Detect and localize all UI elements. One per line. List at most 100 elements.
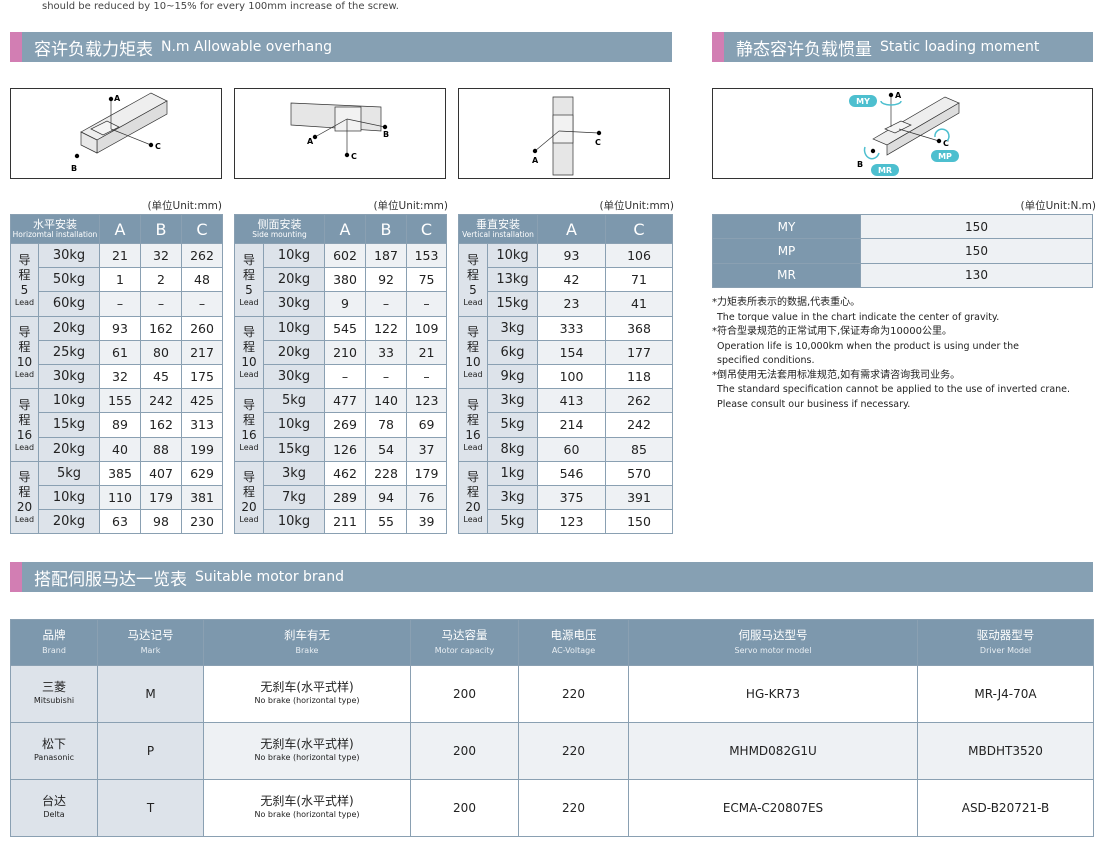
value-cell: 126 [324,436,367,462]
note-en: Please consult our business if necessary… [717,398,911,410]
lead-en: Lead [14,515,35,525]
value-cell: 629 [181,460,223,486]
column-header: 电源电压 AC-Voltage [518,619,629,666]
moment-value: 130 [860,262,1093,288]
lead-en: Lead [14,297,35,307]
value-cell: 162 [140,412,182,438]
lead-zh: 导 [18,252,31,267]
note-zh: *倒吊使用无法套用标准规范,如有需求请咨询我司业务。 [712,369,961,381]
value-cell: 546 [537,460,606,486]
value-cell: 570 [605,460,673,486]
voltage-cell: 220 [518,665,629,723]
load-cell: 30kg [38,242,100,269]
value-cell: 228 [365,460,408,486]
value-cell: – [181,291,223,317]
value-cell: – [140,291,182,317]
value-cell: 179 [140,484,182,511]
load-table: 垂直安装 Vertical installation A C 导程 5 Lead 10kg 93… [458,214,673,535]
load-cell: 15kg [262,436,326,462]
section-bar-motor: 搭配伺服马达一览表 Suitable motor brand [10,562,1093,592]
table-title-en: Side mounting [252,230,307,239]
column-header: A [324,214,367,244]
rotate-arrow-icon [863,146,880,160]
brake-en: No brake (horizontal type) [254,810,360,819]
value-cell: 39 [406,509,448,535]
note-en: The standard specification cannot be app… [717,384,1071,395]
value-cell: 85 [605,436,673,462]
label-mr: MR [878,166,892,175]
load-cell: 20kg [262,267,326,293]
column-header: 马达记号 Mark [97,619,204,666]
note-en: specified conditions. [717,355,815,366]
moment-row: MY 150 [712,213,1093,240]
value-cell: 217 [181,339,223,365]
top-note: should be reduced by 10~15% for every 10… [42,1,399,12]
lead-zh: 导 [18,470,31,485]
value-cell: 262 [605,388,673,414]
value-cell: 375 [537,484,606,511]
accent-strip [10,32,22,62]
value-cell: – [406,291,448,317]
value-cell: 122 [365,315,408,341]
value-cell: 333 [537,315,606,341]
brand-cell: 三菱 Mitsubishi [10,665,98,723]
value-cell: 109 [406,315,448,341]
load-cell: 13kg [487,267,538,293]
table-row: 7kg 289 94 76 [235,484,448,511]
table-title-en: Horizomtal installation [12,230,98,239]
lead-zh: 程 [242,485,255,500]
lead-group: 导程 16 Lead [458,388,488,462]
load-cell: 3kg [487,315,538,341]
motor-model-cell: MHMD082G1U [628,722,918,780]
section-title-en: N.m Allowable overhang [161,39,332,55]
capacity-cell: 200 [410,779,519,837]
load-cell: 10kg [262,412,326,438]
value-cell: 60 [537,436,606,462]
load-cell: 3kg [262,460,326,486]
lead-en: Lead [239,515,259,525]
unit-label: (单位Unit:mm) [373,200,448,212]
label-mp: MP [938,152,952,161]
rotate-arrow-icon [934,128,950,142]
column-header: B [140,214,182,244]
table-title: 垂直安装 Vertical installation [458,214,538,244]
table-row: 导程 16 Lead 5kg 477 140 123 [234,388,448,462]
value-cell: 23 [537,291,606,317]
lead-value: 5 [20,282,29,297]
lead-value: 16 [465,427,481,442]
unit-label: (单位Unit:N.m) [1020,200,1096,212]
value-cell: 199 [181,436,223,462]
table-row: 13kg 42 71 [459,267,673,293]
mark-cell: P [97,722,204,780]
lead-zh: 程 [18,340,31,355]
lead-zh: 程 [466,267,479,282]
value-cell: 94 [365,484,408,511]
moment-key: MR [712,262,861,288]
load-table: 侧面安装 Side mounting A B C 导程 5 Lead 10kg 602 187 153… [233,214,448,535]
load-cell: 3kg [487,484,538,511]
lead-value: 10 [16,355,33,370]
load-cell: 5kg [262,388,326,414]
lead-zh: 导 [18,397,31,412]
note-zh: *力矩表所表示的数据,代表重心。 [712,297,861,308]
lead-zh: 程 [242,412,255,427]
value-cell: 381 [181,484,223,511]
value-cell: 187 [365,242,408,269]
table-row: 5kg 123 150 [459,509,673,535]
motor-row: 三菱 Mitsubishi M 无刹车(水平式样) No brake (horizont… [10,665,1094,723]
lead-group: 导程 5 Lead [458,243,488,317]
value-cell: – [406,363,448,390]
column-header: 伺服马达型号 Servo motor model [628,619,918,666]
value-cell: 150 [605,509,673,535]
lead-group: 导程 20 Lead [458,460,488,535]
moment-value: 150 [860,213,1093,240]
value-cell: 391 [605,484,673,511]
table-row: 30kg – – – [235,363,448,390]
static-moment-table: MY 150 MP 150 MR 130 [712,213,1093,288]
load-cell: 20kg [38,509,100,535]
load-cell: 10kg [38,388,100,414]
value-cell: – [365,291,408,317]
value-cell: 48 [181,267,223,293]
column-header: 马达容量 Motor capacity [410,619,519,666]
moment-value: 150 [860,238,1093,264]
